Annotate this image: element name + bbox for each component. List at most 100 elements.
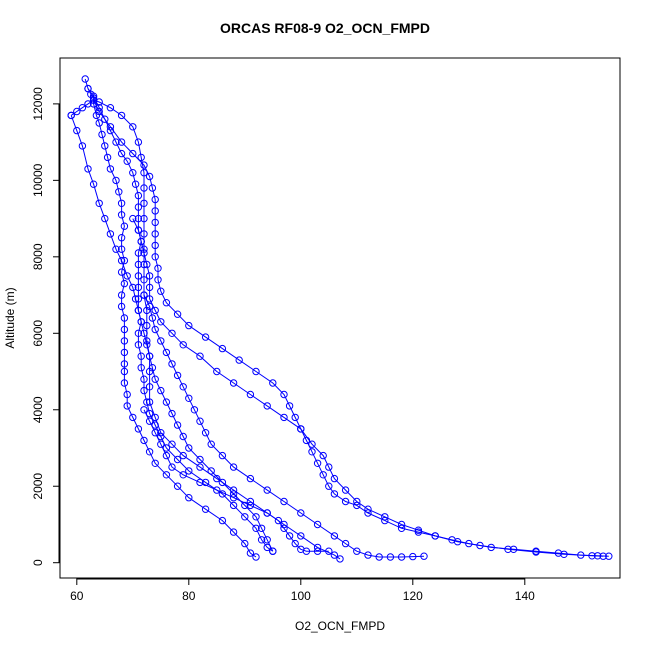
data-point — [120, 348, 129, 357]
data-point — [120, 367, 129, 376]
data-point — [453, 538, 462, 546]
data-point — [431, 532, 439, 540]
data-point — [313, 547, 322, 555]
x-tick-label: 60 — [70, 589, 84, 603]
data-point — [134, 138, 143, 146]
series-8 — [140, 406, 333, 555]
data-point — [173, 310, 182, 318]
series-line — [93, 99, 609, 557]
x-tick-label: 80 — [182, 589, 196, 603]
data-point — [341, 539, 350, 548]
data-point — [131, 295, 140, 303]
data-point — [280, 390, 288, 399]
data-point — [148, 314, 157, 322]
data-point — [235, 356, 243, 364]
data-point — [140, 276, 148, 284]
series-line — [70, 115, 274, 552]
y-tick-label: 6000 — [31, 320, 45, 347]
data-point — [201, 505, 210, 513]
data-point — [173, 455, 182, 464]
data-point — [162, 348, 171, 357]
data-point — [120, 379, 129, 387]
data-point — [218, 478, 227, 487]
data-point — [117, 245, 126, 253]
data-point — [173, 371, 182, 380]
data-point — [325, 463, 333, 471]
data-point — [117, 291, 126, 299]
data-point — [201, 429, 210, 437]
data-point — [325, 482, 333, 490]
data-point — [397, 553, 406, 561]
data-point — [140, 291, 148, 299]
x-axis-label: O2_OCN_FMPD — [295, 619, 385, 633]
series-3 — [67, 96, 344, 563]
data-point — [364, 551, 372, 559]
data-point — [263, 402, 271, 410]
data-point — [168, 409, 176, 418]
data-point — [101, 214, 109, 223]
data-point — [313, 520, 322, 529]
data-point — [218, 344, 227, 353]
data-point — [252, 367, 260, 376]
data-point — [162, 398, 171, 406]
data-point — [179, 451, 187, 460]
data-point — [252, 553, 260, 561]
data-point — [123, 402, 131, 410]
data-point — [120, 314, 129, 322]
data-point — [123, 272, 131, 280]
y-tick-label: 12000 — [31, 87, 45, 121]
data-point — [101, 142, 109, 150]
data-point — [145, 272, 154, 280]
data-point — [134, 214, 143, 223]
data-point — [207, 440, 215, 448]
data-point — [117, 199, 126, 208]
data-point — [134, 191, 143, 200]
data-point — [143, 260, 151, 269]
data-point — [140, 230, 148, 238]
data-point — [134, 260, 143, 269]
data-point — [201, 333, 210, 341]
data-point — [263, 509, 271, 517]
data-point — [157, 318, 165, 326]
data-point — [78, 104, 87, 112]
data-point — [213, 486, 221, 494]
x-tick-label: 100 — [291, 589, 311, 603]
data-point — [84, 100, 92, 108]
data-point — [112, 138, 120, 146]
data-point — [252, 524, 260, 532]
data-point — [330, 474, 339, 483]
data-point — [185, 467, 193, 475]
data-point — [134, 329, 143, 337]
data-point — [151, 459, 159, 467]
series-7 — [140, 291, 428, 561]
data-point — [140, 436, 148, 445]
data-point — [117, 302, 126, 311]
data-point — [313, 543, 322, 552]
data-point — [154, 276, 162, 284]
y-axis: 0 2000 4000 6000 8000 10000 12000 — [31, 87, 60, 566]
data-point — [140, 184, 148, 192]
data-point — [145, 302, 154, 311]
data-point — [364, 509, 372, 517]
data-point — [560, 550, 568, 558]
data-point — [246, 501, 255, 510]
data-point — [229, 379, 238, 387]
data-point — [134, 249, 143, 257]
data-point — [341, 486, 350, 494]
data-point — [246, 549, 255, 557]
data-point — [218, 451, 227, 460]
data-point — [285, 532, 294, 540]
data-point — [134, 341, 143, 349]
data-point — [353, 497, 361, 506]
data-point — [313, 459, 322, 467]
data-point — [375, 553, 383, 561]
data-point — [151, 218, 159, 227]
data-point — [137, 153, 145, 162]
data-point — [330, 532, 339, 540]
data-point — [140, 375, 148, 383]
data-point — [148, 184, 157, 192]
data-point — [201, 478, 210, 487]
data-point — [381, 516, 389, 525]
data-point — [134, 226, 143, 234]
data-point — [101, 115, 109, 123]
